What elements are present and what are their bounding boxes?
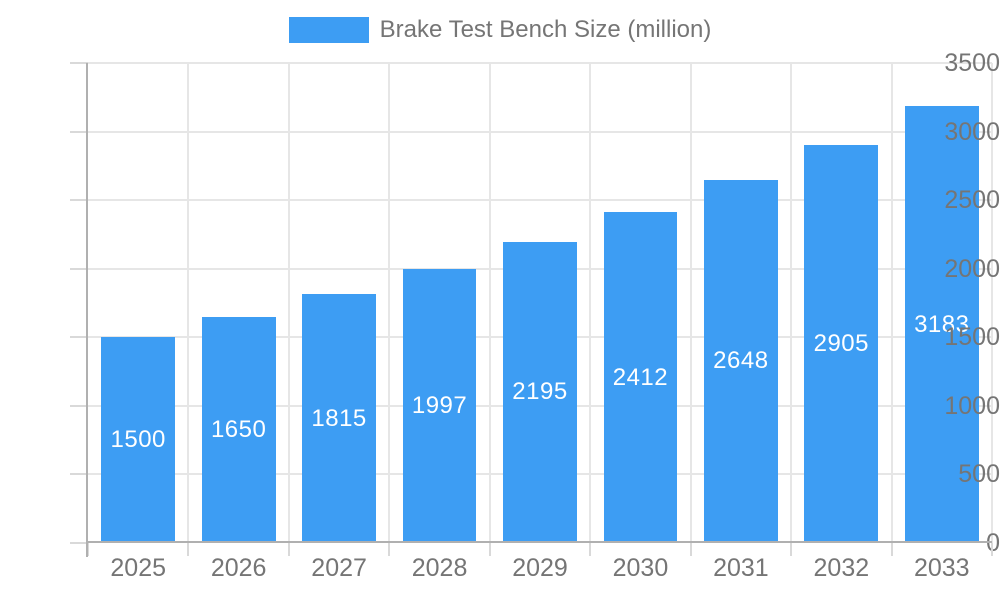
bar-value-label: 3183 <box>914 310 970 338</box>
x-axis-tick <box>287 543 290 556</box>
y-tick-label: 500 <box>958 460 1000 489</box>
gridline-vertical <box>388 63 391 543</box>
x-tick-label: 2033 <box>913 554 970 582</box>
legend-swatch[interactable] <box>288 17 369 43</box>
y-axis-tick <box>70 62 88 64</box>
x-tick-label: 2028 <box>411 554 468 582</box>
y-tick-label: 0 <box>986 529 1000 557</box>
bar-value-label: 1997 <box>411 392 468 420</box>
gridline-horizontal <box>88 199 992 202</box>
bar-value-label: 2195 <box>512 378 568 406</box>
y-axis-tick <box>70 199 88 202</box>
gridline-vertical <box>287 63 290 543</box>
bar[interactable]: 2648 <box>703 179 778 543</box>
y-axis-tick <box>70 267 88 270</box>
bar[interactable]: 1650 <box>201 316 276 543</box>
bar-value-label: 2648 <box>713 347 769 375</box>
x-tick-label: 2031 <box>713 554 769 582</box>
bar-value-label: 1650 <box>210 415 267 443</box>
x-axis-tick <box>890 543 893 556</box>
y-axis-tick <box>70 473 88 476</box>
x-axis-tick <box>488 543 491 556</box>
x-tick-label: 2032 <box>813 554 870 582</box>
x-axis-tick <box>689 543 692 556</box>
y-tick-label: 2000 <box>944 254 1000 283</box>
bar[interactable]: 3183 <box>904 106 979 543</box>
gridline-vertical <box>991 63 993 543</box>
y-tick-label: 1500 <box>944 323 1000 352</box>
gridline-vertical <box>589 63 592 543</box>
x-axis-line <box>88 541 992 543</box>
y-axis-tick <box>70 404 88 407</box>
x-tick-label: 2027 <box>311 554 367 582</box>
y-tick-label: 3500 <box>944 49 1000 77</box>
y-axis-line <box>86 63 88 557</box>
x-tick-label: 2026 <box>210 554 267 582</box>
y-tick-label: 1000 <box>944 391 1000 420</box>
bar[interactable]: 2195 <box>503 241 577 543</box>
x-tick-label: 2030 <box>612 554 669 582</box>
x-tick-label: 2025 <box>110 554 167 582</box>
y-tick-label: 2500 <box>944 186 1000 215</box>
bar[interactable]: 2412 <box>603 212 678 543</box>
bar[interactable]: 2905 <box>804 144 879 543</box>
x-axis-tick <box>589 543 592 556</box>
y-axis-tick <box>70 130 88 133</box>
bar-value-label: 1815 <box>311 404 367 432</box>
x-axis-tick <box>187 543 190 556</box>
x-axis-tick <box>991 543 993 556</box>
x-axis-tick <box>388 543 391 556</box>
gridline-vertical <box>488 63 491 543</box>
gridline-vertical <box>890 63 893 543</box>
bar[interactable]: 1997 <box>402 269 477 543</box>
legend: Brake Test Bench Size (million) <box>0 16 1000 44</box>
gridline-horizontal <box>88 130 992 133</box>
y-tick-label: 3000 <box>944 117 1000 146</box>
bar-value-label: 2412 <box>612 363 669 391</box>
bar-value-label: 2905 <box>813 329 869 357</box>
bar[interactable]: 1815 <box>302 294 376 543</box>
plot-area: 1500 1650 1815 1997 2195 2412 2648 2905 3183 <box>88 62 993 543</box>
y-axis-tick <box>70 542 88 544</box>
x-axis-tick <box>87 543 89 556</box>
gridline-vertical <box>187 63 190 543</box>
x-tick-label: 2029 <box>512 554 568 582</box>
bar-value-label: 1500 <box>110 426 166 454</box>
x-axis-tick <box>790 543 793 556</box>
legend-label[interactable]: Brake Test Bench Size (million) <box>379 16 712 43</box>
gridline-horizontal <box>88 62 992 64</box>
gridline-vertical <box>689 63 692 543</box>
gridline-vertical <box>790 63 793 543</box>
bar[interactable]: 1500 <box>101 337 176 543</box>
y-axis-tick <box>70 336 88 339</box>
